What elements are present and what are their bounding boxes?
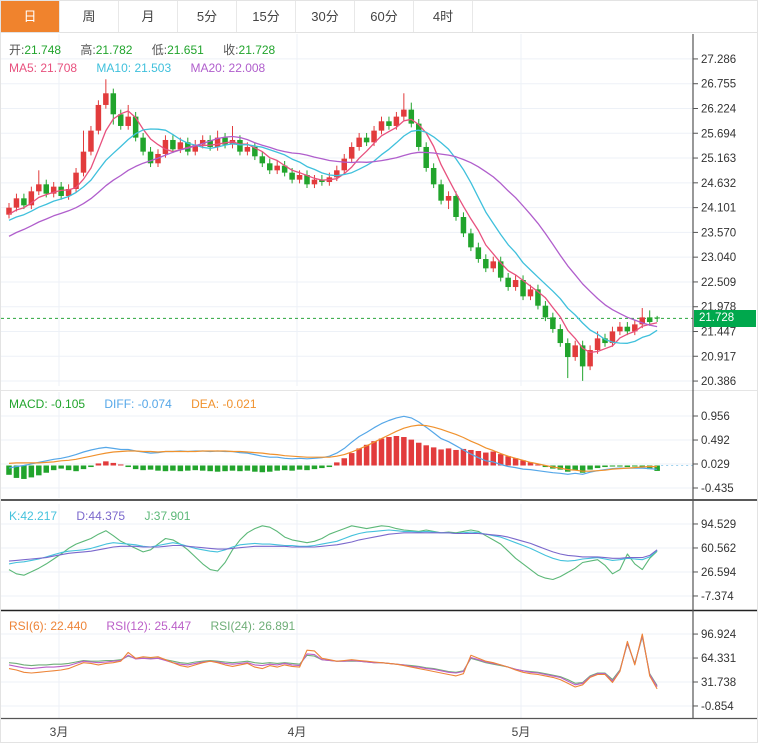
y-tick-rsi: -0.854 xyxy=(701,701,734,713)
kdj-readout: K:42.217 D:44.375 J:37.901 xyxy=(9,509,206,523)
rsi-readout: RSI(6): 22.440 RSI(12): 25.447 RSI(24): … xyxy=(9,619,311,633)
y-tick-main: 23.040 xyxy=(701,252,736,264)
d-value: 44.375 xyxy=(88,509,126,523)
x-axis-label-april: 4月 xyxy=(287,725,307,739)
low-label: 低: xyxy=(151,43,168,57)
ma10-label: MA10: xyxy=(96,61,132,75)
d-label: D: xyxy=(76,509,89,523)
tab-30分[interactable]: 30分 xyxy=(296,1,355,32)
dea-value: -0.021 xyxy=(222,397,257,411)
rsi12-label: RSI(12): xyxy=(106,619,152,633)
y-tick-rsi: 64.331 xyxy=(701,653,736,665)
ma20-label: MA20: xyxy=(190,61,226,75)
x-axis-label-march: 3月 xyxy=(49,725,69,739)
low-value: 21.651 xyxy=(167,43,204,57)
y-tick-main: 27.286 xyxy=(701,54,736,66)
close-label: 收: xyxy=(223,43,239,57)
high-value: 21.782 xyxy=(95,43,133,57)
dea-label: DEA: xyxy=(191,397,220,411)
rsi12-value: 25.447 xyxy=(154,619,192,633)
y-tick-main: 20.917 xyxy=(701,351,736,363)
rsi6-value: 22.440 xyxy=(50,619,88,633)
y-tick-kdj: 60.562 xyxy=(701,543,736,555)
open-value: 21.748 xyxy=(24,43,62,57)
y-tick-main: 25.163 xyxy=(701,153,736,165)
tab-4时[interactable]: 4时 xyxy=(414,1,473,32)
j-value: 37.901 xyxy=(153,509,191,523)
y-tick-kdj: -7.374 xyxy=(701,591,734,603)
x-axis-label-may: 5月 xyxy=(511,725,531,739)
macd-value: -0.105 xyxy=(51,397,86,411)
current-price-badge: 21.728 xyxy=(694,310,756,327)
j-label: J: xyxy=(144,509,154,523)
y-tick-kdj: 94.529 xyxy=(701,519,736,531)
y-tick-main: 21.447 xyxy=(701,327,736,339)
rsi6-label: RSI(6): xyxy=(9,619,48,633)
y-tick-main: 22.509 xyxy=(701,277,736,289)
y-tick-kdj: 26.594 xyxy=(701,567,737,579)
k-value: 42.217 xyxy=(20,509,58,523)
k-label: K: xyxy=(9,509,21,523)
y-tick-main: 26.224 xyxy=(701,104,737,116)
y-tick-main: 24.632 xyxy=(701,178,736,190)
tab-日[interactable]: 日 xyxy=(1,1,60,32)
high-label: 高: xyxy=(80,43,96,57)
tab-月[interactable]: 月 xyxy=(119,1,178,32)
ma20-value: 22.008 xyxy=(228,61,266,75)
y-tick-rsi: 96.924 xyxy=(701,629,737,641)
ma5-label: MA5: xyxy=(9,61,38,75)
y-tick-main: 24.101 xyxy=(701,203,736,215)
diff-value: -0.074 xyxy=(137,397,172,411)
y-tick-main: 26.755 xyxy=(701,79,736,91)
y-tick-main: 20.386 xyxy=(701,376,736,388)
ma-readout: MA5: 21.708 MA10: 21.503 MA20: 22.008 xyxy=(9,61,281,75)
y-tick-macd: 0.956 xyxy=(701,411,730,423)
macd-label: MACD: xyxy=(9,397,48,411)
macd-readout: MACD: -0.105 DIFF: -0.074 DEA: -0.021 xyxy=(9,397,273,411)
rsi24-label: RSI(24): xyxy=(210,619,256,633)
y-tick-macd: 0.492 xyxy=(701,435,730,447)
timeframe-toolbar: 日周月 5分 15分 30分 60分 4时 xyxy=(1,1,757,33)
diff-label: DIFF: xyxy=(104,397,135,411)
tab-15分[interactable]: 15分 xyxy=(237,1,296,32)
ma5-value: 21.708 xyxy=(40,61,78,75)
ohlc-readout: 开:21.748 高:21.782 低:21.651 收:21.728 xyxy=(9,41,291,57)
tab-周[interactable]: 周 xyxy=(60,1,119,32)
y-tick-main: 23.570 xyxy=(701,227,736,239)
tab-60分[interactable]: 60分 xyxy=(355,1,414,32)
y-tick-macd: -0.435 xyxy=(701,483,734,495)
y-tick-macd: 0.029 xyxy=(701,459,730,471)
y-tick-rsi: 31.738 xyxy=(701,677,736,689)
ma10-value: 21.503 xyxy=(134,61,172,75)
open-label: 开: xyxy=(9,43,25,57)
rsi24-value: 26.891 xyxy=(258,619,296,633)
y-tick-main: 25.694 xyxy=(701,128,737,140)
close-value: 21.728 xyxy=(238,43,276,57)
tab-5分[interactable]: 5分 xyxy=(178,1,237,32)
